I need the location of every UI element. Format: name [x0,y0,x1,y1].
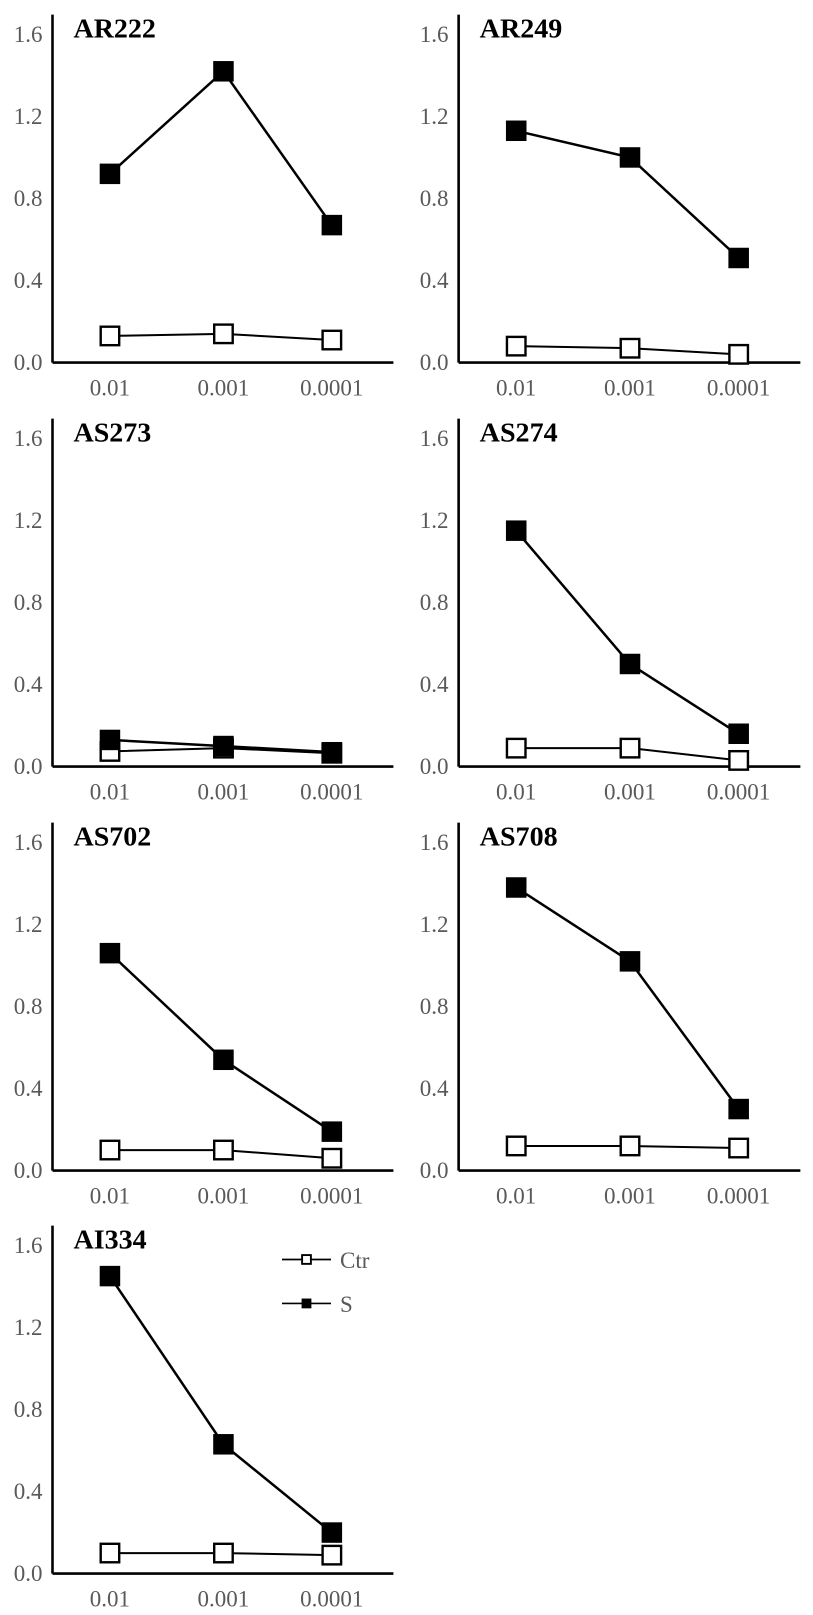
svg-text:1.2: 1.2 [420,910,449,936]
svg-text:0.0001: 0.0001 [300,779,363,804]
svg-text:0.0: 0.0 [14,1561,43,1586]
svg-text:1.2: 1.2 [14,1315,43,1340]
svg-text:AR222: AR222 [74,13,156,44]
svg-text:0.01: 0.01 [90,1587,130,1612]
svg-text:0.001: 0.001 [198,779,250,804]
svg-text:0.01: 0.01 [496,778,536,804]
svg-text:AR249: AR249 [480,13,563,44]
svg-text:0.8: 0.8 [420,185,449,211]
svg-text:AI334: AI334 [74,1225,147,1256]
svg-text:0.4: 0.4 [14,1076,43,1101]
svg-text:1.6: 1.6 [420,425,449,451]
svg-text:0.8: 0.8 [14,1397,43,1422]
svg-text:0.8: 0.8 [14,993,43,1018]
svg-text:0.0: 0.0 [14,350,43,375]
svg-text:1.6: 1.6 [14,22,43,47]
svg-text:1.2: 1.2 [14,508,43,533]
svg-text:0.4: 0.4 [420,671,449,697]
svg-text:0.01: 0.01 [496,375,536,401]
svg-text:0.4: 0.4 [14,1479,43,1504]
svg-text:0.01: 0.01 [90,779,130,804]
svg-text:0.001: 0.001 [604,375,656,401]
svg-text:1.6: 1.6 [420,828,449,854]
svg-text:1.6: 1.6 [14,426,43,451]
svg-text:0.4: 0.4 [420,1075,449,1101]
svg-text:0.0001: 0.0001 [300,376,363,401]
svg-text:0.01: 0.01 [90,376,130,401]
svg-text:1.6: 1.6 [420,21,449,47]
svg-text:0.8: 0.8 [14,590,43,615]
svg-text:0.0001: 0.0001 [300,1183,363,1208]
svg-text:0.0001: 0.0001 [707,778,770,804]
svg-text:0.0: 0.0 [420,1157,449,1183]
svg-text:AS274: AS274 [480,417,558,448]
svg-text:AS708: AS708 [480,821,558,852]
svg-text:0.0: 0.0 [420,753,449,779]
svg-text:0.0001: 0.0001 [707,1182,770,1208]
svg-text:Ctr: Ctr [340,1248,370,1273]
svg-text:0.4: 0.4 [420,267,449,293]
svg-text:1.6: 1.6 [14,1233,43,1258]
svg-text:0.01: 0.01 [496,1182,536,1208]
svg-text:0.4: 0.4 [14,268,43,293]
svg-text:0.001: 0.001 [198,1183,250,1208]
svg-text:0.0: 0.0 [14,754,43,779]
svg-text:0.8: 0.8 [420,589,449,615]
svg-text:0.01: 0.01 [90,1183,130,1208]
svg-text:0.4: 0.4 [14,672,43,697]
svg-text:0.001: 0.001 [604,1182,656,1208]
svg-text:AS273: AS273 [74,417,152,448]
svg-text:0.8: 0.8 [420,993,449,1019]
svg-text:S: S [340,1292,353,1317]
svg-text:1.2: 1.2 [420,103,449,129]
svg-text:0.001: 0.001 [604,778,656,804]
svg-text:1.2: 1.2 [420,507,449,533]
svg-text:1.2: 1.2 [14,911,43,936]
svg-text:1.6: 1.6 [14,829,43,854]
svg-text:0.001: 0.001 [198,376,250,401]
svg-text:0.0: 0.0 [14,1158,43,1183]
svg-text:0.0: 0.0 [420,349,449,375]
svg-text:0.0001: 0.0001 [300,1587,363,1612]
svg-text:AS702: AS702 [74,821,152,852]
svg-text:0.0001: 0.0001 [707,375,770,401]
svg-text:1.2: 1.2 [14,104,43,129]
svg-text:0.8: 0.8 [14,186,43,211]
svg-text:0.001: 0.001 [198,1587,250,1612]
